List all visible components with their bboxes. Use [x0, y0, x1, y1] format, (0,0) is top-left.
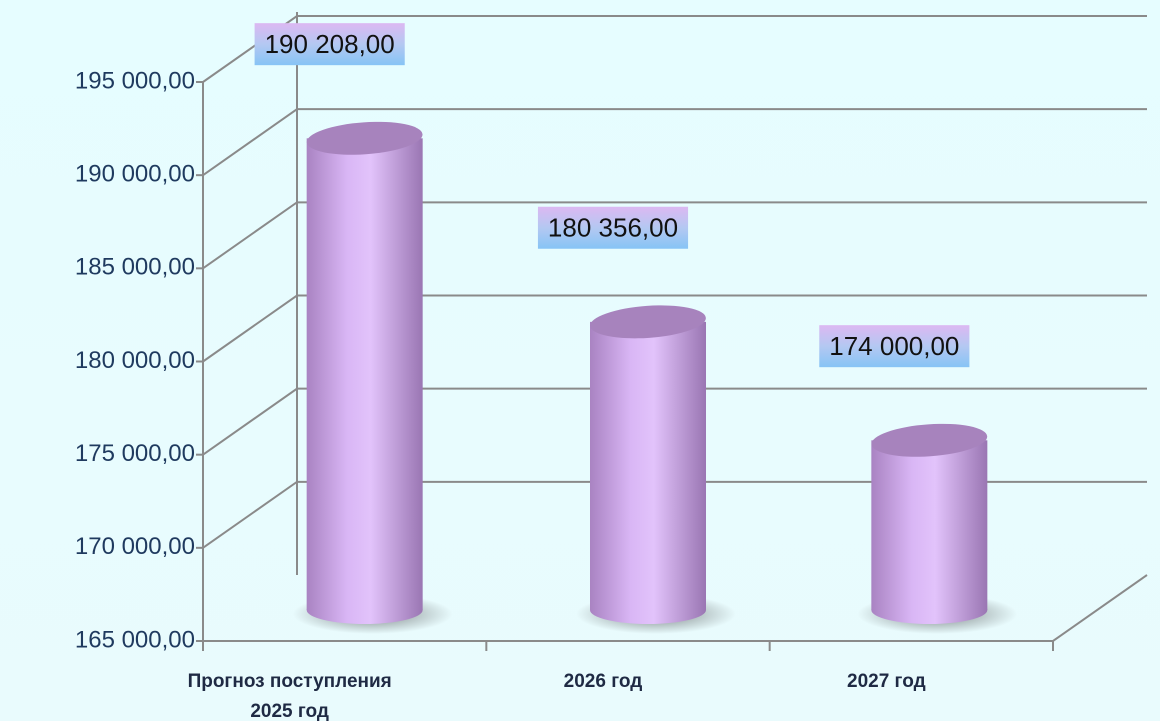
bar-top	[306, 121, 423, 155]
bar	[590, 321, 706, 610]
x-tick-label: 2027 год	[847, 671, 926, 692]
grid-line	[202, 201, 1147, 270]
value-label: 174 000,00	[819, 325, 970, 368]
value-label-box	[254, 23, 405, 66]
grid-line	[202, 15, 1147, 83]
value-label-text: 174 000,00	[829, 331, 959, 361]
grid-line	[202, 480, 1147, 549]
bar-bottom	[871, 596, 988, 624]
x-tick-label: 2026 год	[564, 671, 643, 692]
bar	[306, 138, 423, 610]
x-tick-label: Прогноз поступления 2025 год	[188, 671, 392, 721]
bar	[871, 440, 988, 610]
value-label-text: 190 208,00	[265, 29, 395, 59]
value-label-box	[819, 325, 970, 368]
y-tick-label: 195 000,00	[75, 67, 195, 94]
grid-line	[202, 294, 1147, 363]
y-tick-label: 170 000,00	[75, 533, 195, 560]
grid-line	[202, 387, 1147, 456]
y-tick-label: 185 000,00	[75, 254, 195, 281]
y-tick-label: 165 000,00	[75, 626, 195, 653]
bar-top	[871, 423, 988, 457]
grid-line	[202, 108, 1147, 176]
bar-bottom	[590, 596, 706, 624]
bar-top	[590, 305, 706, 339]
y-tick-label: 190 000,00	[75, 161, 195, 188]
y-tick-label: 175 000,00	[75, 440, 195, 467]
value-label-text: 180 356,00	[548, 213, 678, 243]
y-tick-label: 180 000,00	[75, 347, 195, 374]
value-label: 190 208,00	[254, 23, 405, 66]
value-label-box	[537, 206, 689, 249]
value-label: 180 356,00	[537, 206, 689, 249]
bar-bottom	[306, 596, 423, 624]
